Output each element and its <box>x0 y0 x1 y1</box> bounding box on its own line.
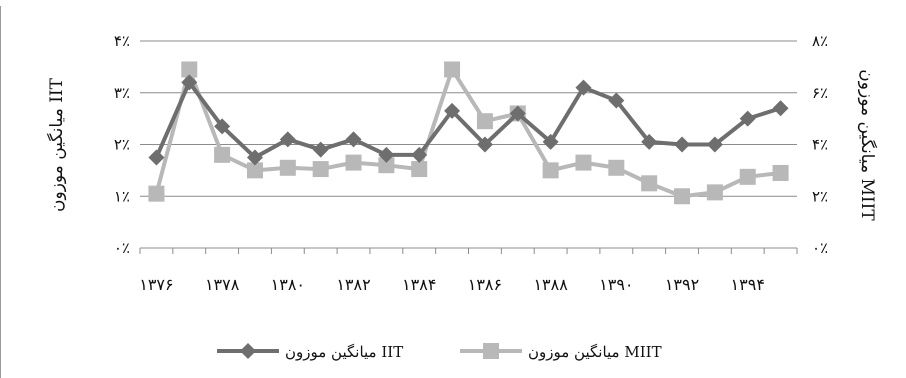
x-tick-label: ۱۳۸۸ <box>533 275 568 294</box>
data-point <box>345 131 362 148</box>
legend-entry: میانگین موزون MIIT <box>460 343 662 361</box>
data-point <box>279 131 296 148</box>
data-point <box>312 161 329 178</box>
data-point <box>772 100 789 117</box>
y-left-tick-label: ۳٪ <box>114 84 130 102</box>
data-point <box>509 105 526 122</box>
legend-swatch-marker <box>483 343 499 359</box>
data-point <box>181 61 198 78</box>
data-point <box>476 136 493 153</box>
left-border-rule <box>0 6 1 378</box>
y-right-tick-label: ۶٪ <box>812 84 828 102</box>
data-point <box>312 141 329 158</box>
data-point <box>378 146 395 163</box>
data-point <box>246 149 263 166</box>
data-point <box>279 159 296 176</box>
data-point <box>214 146 231 163</box>
data-point <box>608 159 625 176</box>
y-right-tick-label: ۴٪ <box>812 136 828 154</box>
y-left-tick-label: ۲٪ <box>114 136 130 154</box>
data-point <box>542 162 559 179</box>
x-tick-label: ۱۳۹۴ <box>731 275 765 294</box>
data-point <box>148 185 165 202</box>
x-tick-label: ۱۳۷۶ <box>139 275 173 294</box>
y-left-axis-title: میانگین موزون IIT <box>46 77 67 212</box>
data-point <box>148 149 165 166</box>
y-left-tick-label: ۰٪ <box>114 239 130 257</box>
data-point <box>411 161 428 178</box>
data-point <box>641 133 658 150</box>
legend-swatch-marker <box>240 343 256 359</box>
x-tick-label: ۱۳۷۸ <box>205 275 240 294</box>
x-tick-label: ۱۳۸۰ <box>271 275 305 294</box>
data-point <box>674 188 691 205</box>
data-point <box>345 154 362 171</box>
y-right-tick-label: ۲٪ <box>812 187 828 205</box>
axes: ۰٪ ۰٪ ۱٪ ۲٪ ۲٪ ۴٪ ۳٪ ۶٪ ۴٪ ۸٪ ۱۳۷۶ ۱۳۷۸ ۱۳۸۰ ۱۳۸۲ ۱۳۸۴… <box>46 32 878 294</box>
data-point <box>674 136 691 153</box>
data-point <box>214 118 231 135</box>
x-tick-label: ۱۳۸۲ <box>336 275 370 294</box>
data-point <box>411 146 428 163</box>
data-point <box>772 164 789 181</box>
x-tick-label: ۱۳۹۲ <box>665 275 699 294</box>
data-point <box>246 162 263 179</box>
series <box>148 61 789 205</box>
data-point <box>641 175 658 192</box>
y-right-tick-label: ۰٪ <box>812 239 828 257</box>
legend: میانگین موزون IIT میانگین موزون MIIT <box>217 343 662 361</box>
data-point <box>542 133 559 150</box>
x-tick-label: ۱۳۹۰ <box>599 275 633 294</box>
y-left-tick-label: ۴٪ <box>114 32 130 50</box>
data-point <box>575 79 592 96</box>
data-point <box>739 110 756 127</box>
legend-label: میانگین موزون MIIT <box>528 343 662 361</box>
data-point <box>706 184 723 201</box>
y-right-tick-label: ۸٪ <box>812 32 828 50</box>
x-tick-label: ۱۳۸۴ <box>402 275 436 294</box>
data-point <box>739 168 756 185</box>
data-point <box>608 92 625 109</box>
x-tick-label: ۱۳۸۶ <box>468 275 502 294</box>
y-left-tick-label: ۱٪ <box>114 187 130 205</box>
data-point <box>444 102 461 119</box>
data-point <box>575 154 592 171</box>
legend-label: میانگین موزون IIT <box>285 343 403 361</box>
legend-entry: میانگین موزون IIT <box>217 343 403 361</box>
data-point <box>444 61 461 78</box>
data-point <box>476 113 493 130</box>
data-point <box>706 136 723 153</box>
y-right-axis-title: میانگین موزون MIIT <box>857 69 878 221</box>
data-point <box>378 157 395 174</box>
data-point <box>181 74 198 91</box>
